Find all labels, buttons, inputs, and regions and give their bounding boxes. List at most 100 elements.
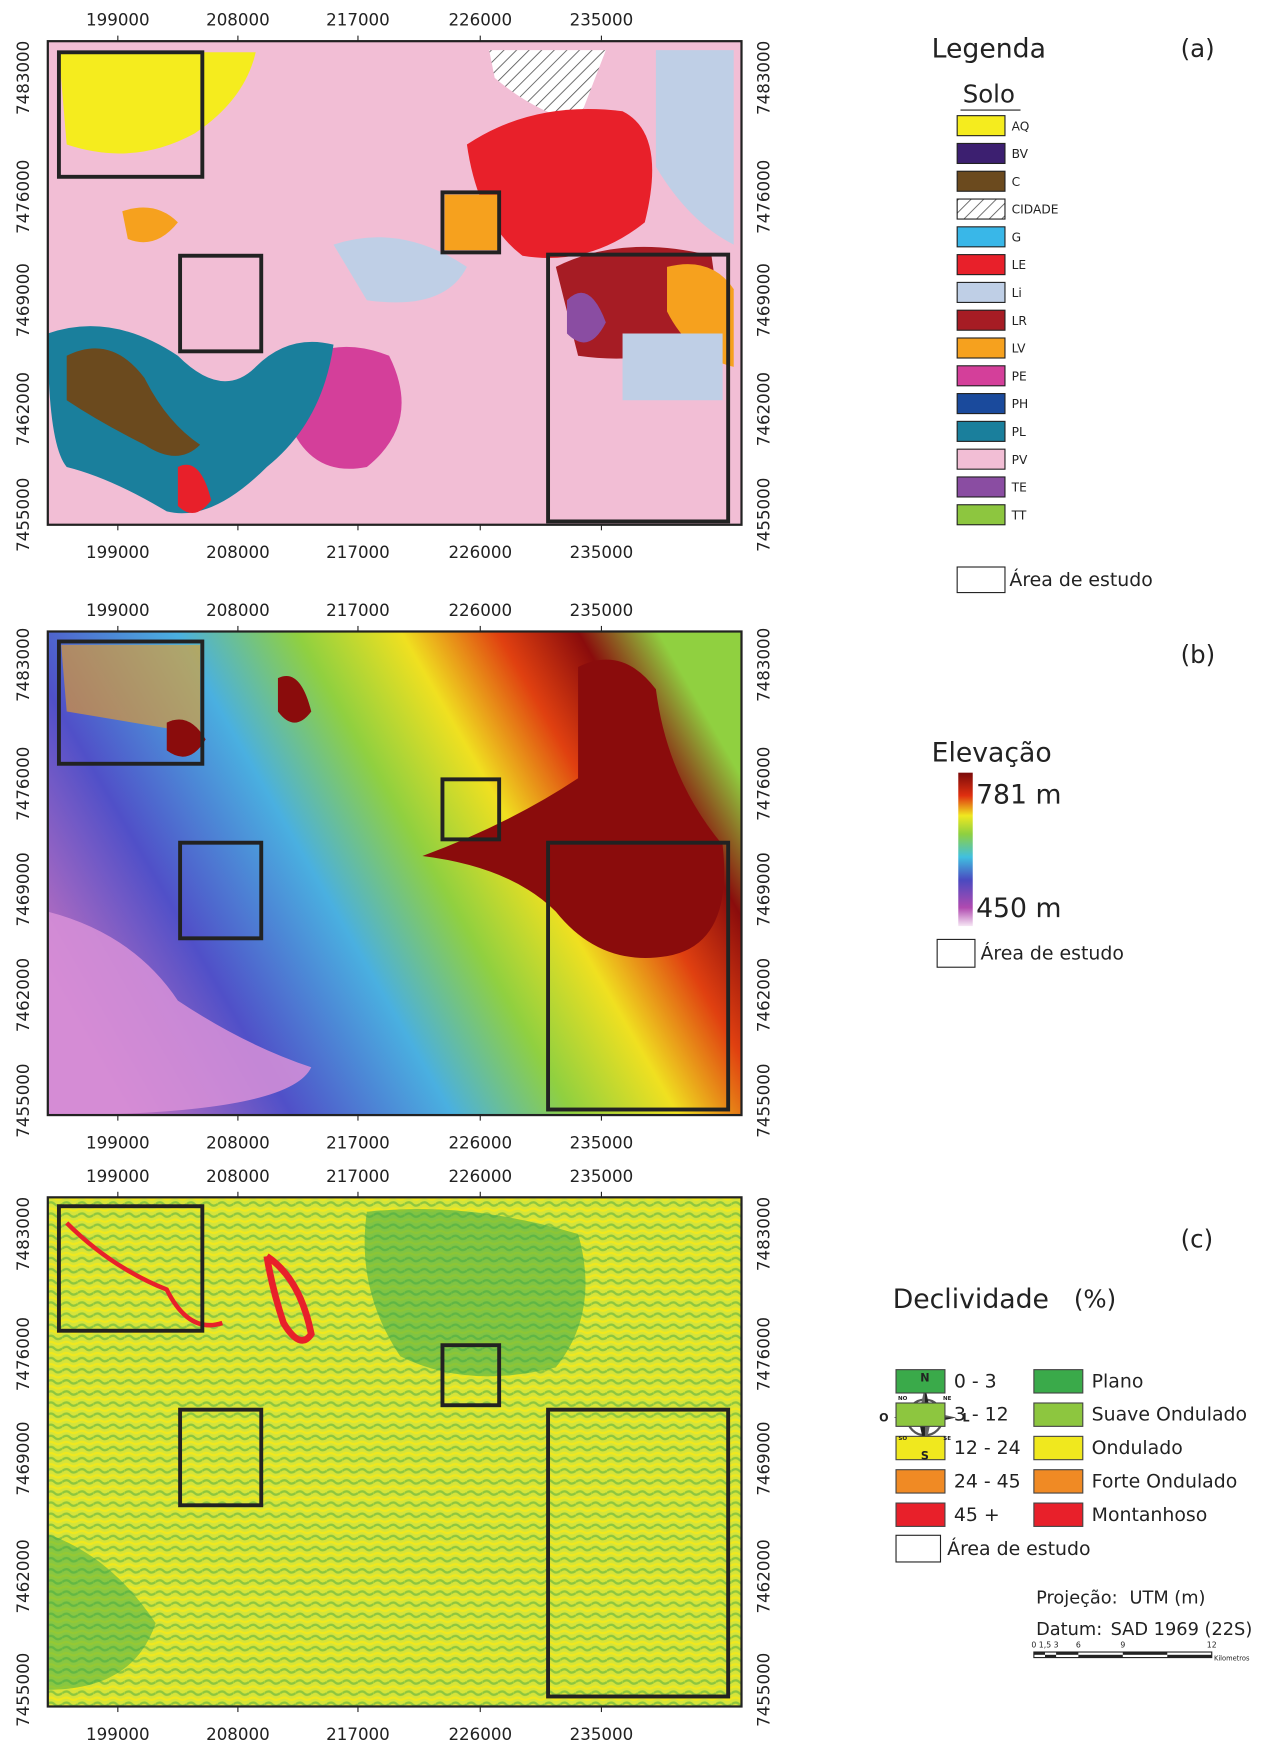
scale-label: 0	[1031, 1640, 1036, 1649]
y-tick-label: 7462000	[754, 372, 773, 446]
legend-swatch	[956, 198, 1006, 220]
legend-label: 781 m	[976, 780, 1061, 811]
legend-swatch	[1033, 1402, 1084, 1427]
x-tick-label: 217000	[326, 601, 390, 620]
legend-swatch	[895, 1435, 946, 1461]
x-tick-label: 217000	[326, 543, 390, 562]
legend-label: LE	[1012, 258, 1027, 272]
legend-label: Plano	[1092, 1370, 1144, 1392]
legend-label: Área de estudo	[1009, 568, 1152, 591]
y-tick-label: 7476000	[754, 1317, 773, 1391]
y-tick-label: 7483000	[14, 628, 33, 702]
legend-label: PE	[1012, 369, 1027, 383]
x-tick-label: 217000	[326, 1133, 390, 1152]
compass-label: L	[963, 1412, 970, 1425]
y-tick-label: 7469000	[754, 263, 773, 337]
legend-label: 12 - 24	[954, 1437, 1021, 1459]
x-tick-label: 226000	[448, 1167, 512, 1186]
x-tick-label: 226000	[448, 1133, 512, 1152]
y-tick-label: 7483000	[14, 1197, 33, 1271]
panel-label: (c)	[1181, 1225, 1214, 1254]
x-tick-label: 208000	[206, 601, 270, 620]
y-tick-label: 7462000	[754, 958, 773, 1032]
projection-label: Projeção:	[1036, 1588, 1118, 1609]
y-tick-label: 7469000	[14, 1421, 33, 1495]
legend-label: Suave Ondulado	[1092, 1404, 1247, 1426]
x-tick-label: 199000	[86, 601, 150, 620]
x-tick-label: 217000	[326, 1167, 390, 1186]
legend-label: AQ	[1012, 119, 1030, 133]
legend-swatch	[956, 566, 1006, 594]
legend-swatch	[956, 393, 1006, 415]
y-tick-label: 7455000	[754, 1653, 773, 1727]
compass-label: O	[879, 1412, 888, 1425]
scale-label: 12	[1207, 1640, 1217, 1649]
compass-label: NE	[943, 1396, 952, 1402]
color-ramp	[958, 772, 973, 927]
legend-swatch	[895, 1369, 946, 1394]
x-tick-label: 208000	[206, 543, 270, 562]
slope-map	[46, 1196, 743, 1708]
legend-label: Área de estudo	[947, 1537, 1090, 1560]
legend-swatch	[1033, 1469, 1084, 1494]
projection-value: UTM (m)	[1129, 1588, 1205, 1609]
x-tick-label: 199000	[86, 1133, 150, 1152]
panel-label: (b)	[1181, 640, 1216, 669]
y-tick-label: 7462000	[14, 958, 33, 1032]
elevation-map	[46, 630, 743, 1117]
soil-map	[46, 40, 743, 526]
legend-label: TT	[1011, 508, 1027, 522]
legend-swatch	[956, 281, 1006, 303]
x-tick-label: 217000	[326, 1725, 390, 1744]
y-tick-label: 7476000	[14, 747, 33, 821]
compass-label: SO	[898, 1436, 907, 1442]
legend-swatch	[1033, 1502, 1084, 1527]
x-tick-label: 226000	[448, 1725, 512, 1744]
panel-label: (a)	[1181, 34, 1215, 63]
y-tick-label: 7455000	[754, 1064, 773, 1138]
y-tick-label: 7483000	[754, 628, 773, 702]
y-tick-label: 7476000	[14, 160, 33, 234]
legend-label: Área de estudo	[981, 941, 1124, 964]
scale-label: 3	[1054, 1640, 1059, 1649]
scale-bar	[1033, 1651, 1213, 1659]
y-tick-label: 7462000	[14, 1539, 33, 1613]
scale-label: 6	[1076, 1640, 1081, 1649]
x-tick-label: 199000	[86, 11, 150, 30]
y-tick-label: 7469000	[754, 852, 773, 926]
scale-label: 9	[1120, 1640, 1125, 1649]
scale-label: 1,5	[1039, 1640, 1051, 1649]
legend-label: C	[1012, 175, 1021, 189]
legend-swatch	[895, 1534, 942, 1563]
legend-swatch	[1033, 1369, 1084, 1394]
legend-label: LR	[1012, 314, 1028, 328]
x-tick-label: 235000	[570, 543, 634, 562]
x-tick-label: 217000	[326, 11, 390, 30]
legend-swatch	[956, 476, 1006, 498]
y-tick-label: 7476000	[14, 1317, 33, 1391]
x-tick-label: 226000	[448, 601, 512, 620]
y-tick-label: 7455000	[14, 478, 33, 552]
legend-label: PH	[1012, 397, 1029, 411]
legend-label: 3 - 12	[954, 1404, 1009, 1426]
compass-label: NO	[898, 1396, 908, 1402]
legend-swatch	[895, 1502, 946, 1527]
datum-value: SAD 1969 (22S)	[1111, 1619, 1253, 1640]
legend-label: TE	[1011, 481, 1027, 495]
y-tick-label: 7469000	[14, 852, 33, 926]
x-tick-label: 199000	[86, 543, 150, 562]
y-tick-label: 7476000	[754, 747, 773, 821]
legend-label: 45 +	[954, 1504, 1000, 1526]
x-tick-label: 208000	[206, 1167, 270, 1186]
legend-swatch	[1033, 1435, 1084, 1461]
x-tick-label: 208000	[206, 1725, 270, 1744]
y-tick-label: 7483000	[754, 41, 773, 115]
x-tick-label: 199000	[86, 1725, 150, 1744]
x-tick-label: 235000	[570, 11, 634, 30]
y-tick-label: 7462000	[754, 1539, 773, 1613]
x-tick-label: 199000	[86, 1167, 150, 1186]
x-tick-label: 235000	[570, 601, 634, 620]
legend-label: CIDADE	[1012, 203, 1059, 217]
legend-label: BV	[1012, 147, 1029, 161]
